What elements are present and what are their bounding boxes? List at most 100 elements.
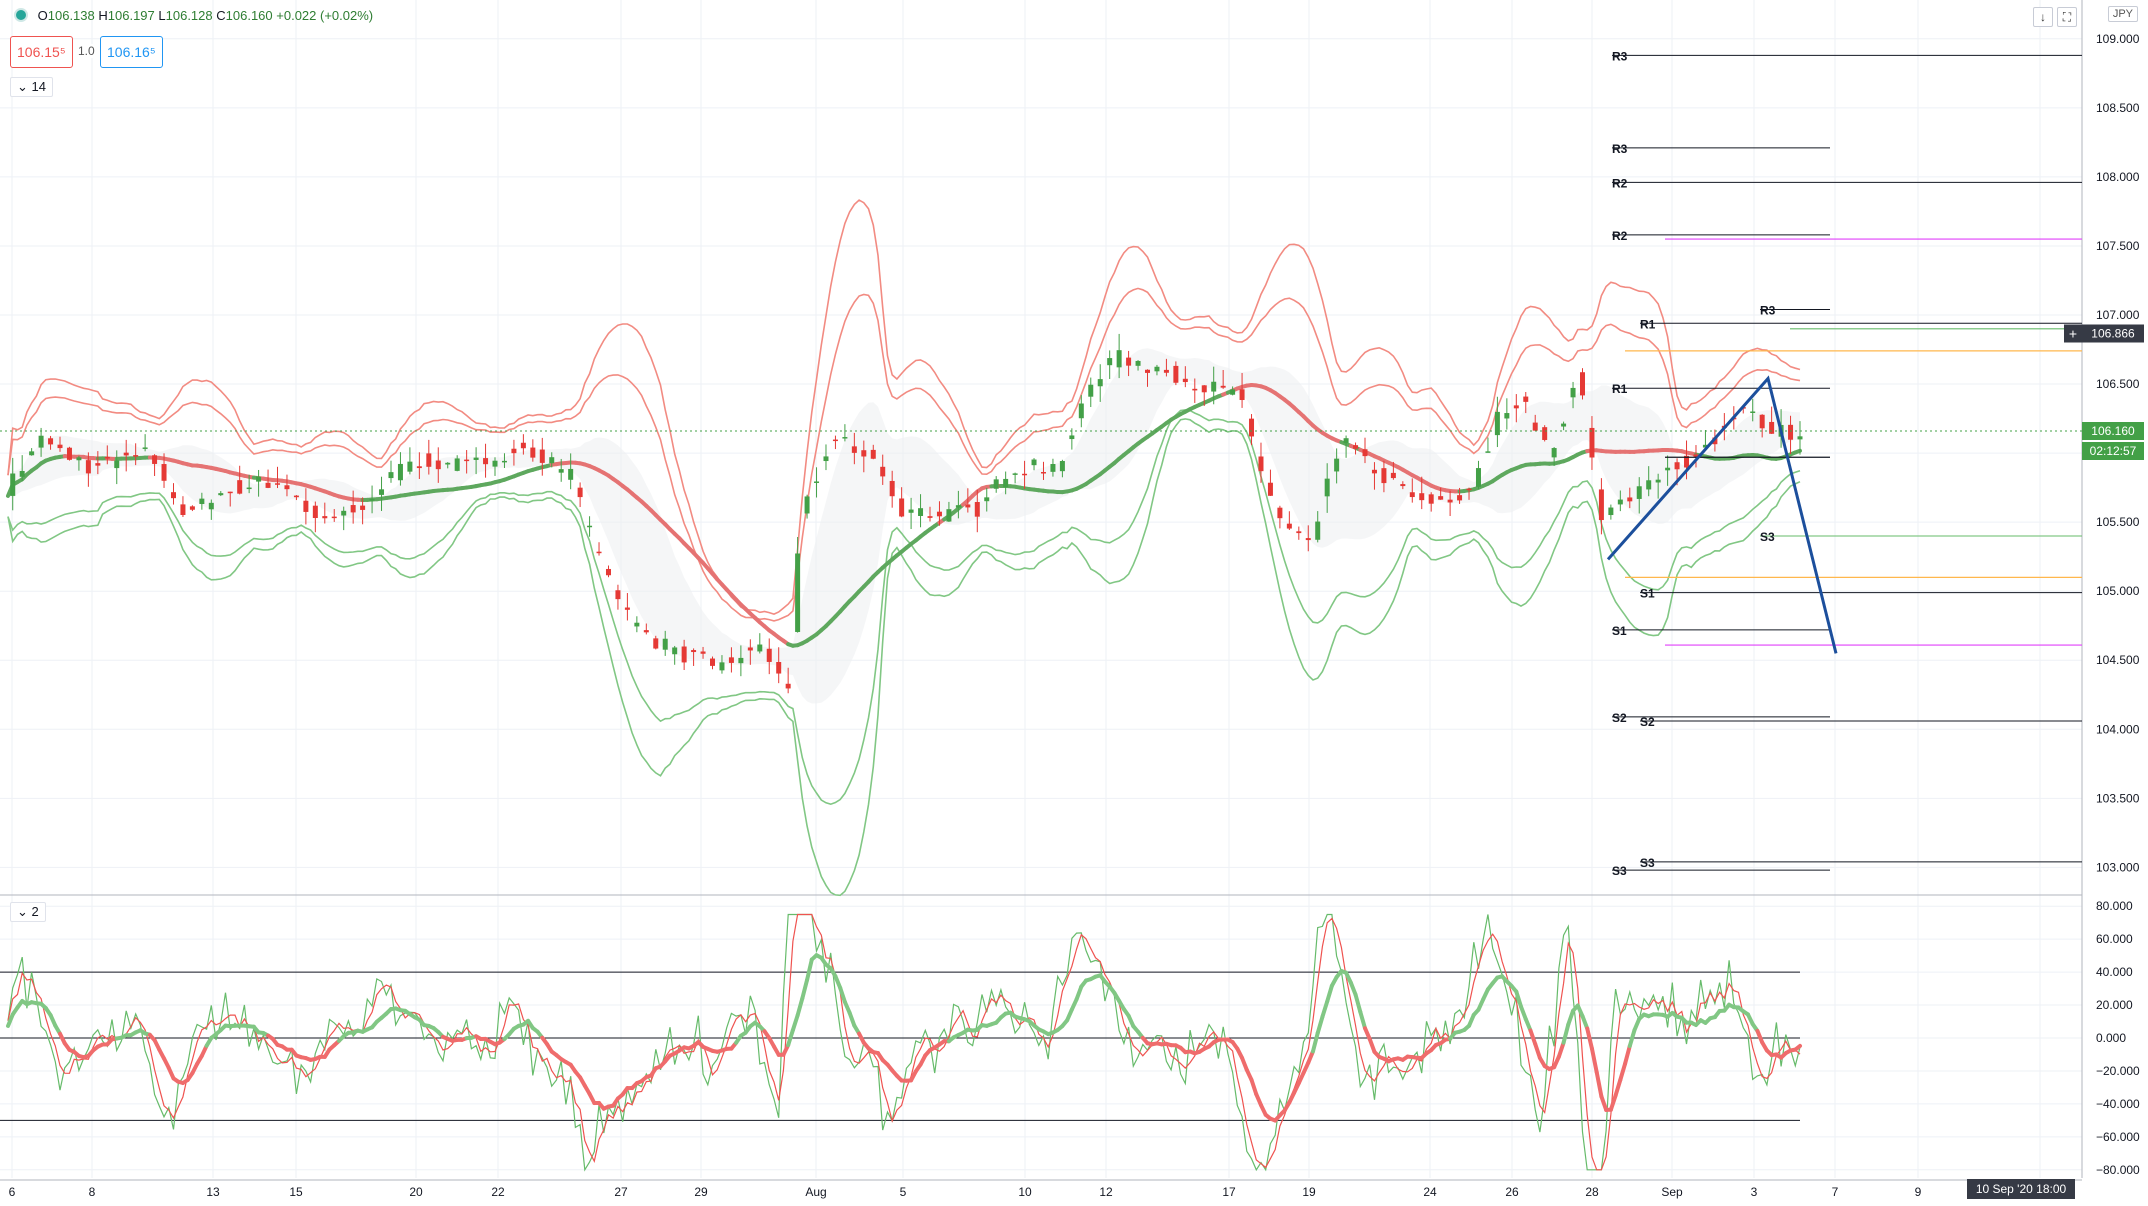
candle-body [1381,468,1387,484]
bollinger-bands [6,199,1802,897]
osc-signal-line [1594,1070,1604,1099]
candle-body [1617,499,1623,505]
arrow-down-icon[interactable]: ↓ [2033,7,2053,27]
osc-tick-label: 0.000 [2096,1031,2126,1045]
candle-body [1636,486,1642,499]
pivot-label: S1 [1612,624,1627,638]
candle-body [416,466,422,469]
osc-signal-line [1585,1026,1594,1051]
osc-signal-line [1533,1041,1542,1060]
pivot-label: S3 [1612,864,1627,878]
candle-body [341,510,347,516]
osc-signal-line [1599,1094,1609,1112]
osc-signal-line [1353,992,1363,1014]
candle-body [189,506,195,510]
candle-body [397,463,403,481]
candle-body [511,448,517,454]
osc-signal-line [1528,1028,1538,1046]
price-tick-label: 103.500 [2096,791,2140,805]
candle-body [1390,472,1396,479]
candle-body [142,447,148,449]
candle-body [379,489,385,495]
osc-tick-label: −60.000 [2096,1130,2140,1144]
price-tick-label: 108.000 [2096,170,2140,184]
low-label: L [158,8,166,23]
candle-body [662,638,668,650]
main-indicator-toggle[interactable]: ⌄ 14 [10,77,53,97]
buy-button[interactable]: 106.16⁵ [100,36,163,68]
candle-body [501,460,507,463]
crosshair-price-tag-bg [2082,324,2144,343]
candle-body [1598,489,1604,521]
candle-body [757,644,763,652]
upper-band-line [7,199,1801,615]
candle-body [851,446,857,453]
candle-body [360,505,366,510]
candle-body [369,499,375,501]
osc-signal-line [1580,1014,1590,1031]
moving-average-line [1793,448,1802,455]
candle-body [974,502,980,517]
candle-body [322,516,328,519]
price-tick-label: 104.000 [2096,722,2140,736]
price-tick-label: 104.500 [2096,653,2140,667]
time-tick-label: 20 [409,1185,423,1199]
candle-body [785,683,791,689]
pivot-label: S1 [1640,587,1655,601]
candle-body [1788,424,1794,440]
osc-signal-line [833,974,843,990]
candle-body [1192,388,1198,391]
candle-body [1504,413,1510,419]
pivot-label: S2 [1612,711,1627,725]
pivot-label: S3 [1640,856,1655,870]
upper-band-line [7,287,1801,622]
osc-signal-line [1618,1061,1628,1082]
candle-body [558,469,564,473]
candle-body [1059,461,1065,472]
osc-tick-label: 40.000 [2096,965,2133,979]
candle-body [1523,396,1529,402]
candle-body [728,657,734,663]
osc-signal-line [1348,980,1358,997]
candle-body [312,505,318,519]
candle-body [303,500,309,512]
last-price-tag: 106.160 [2091,424,2135,438]
candle-body [1485,451,1491,453]
candle-body [407,461,413,472]
high-label: H [98,8,108,23]
fullscreen-icon[interactable]: ⛶ [2057,7,2077,27]
close-value: 106.160 [225,8,273,23]
osc-signal-line [1074,984,1084,1002]
time-tick-label: 22 [491,1185,505,1199]
candle-body [795,553,801,632]
chevron-down-icon: ⌄ [17,904,28,919]
open-label: O [37,8,48,23]
osc-signal-line [6,1012,15,1028]
candle-body [483,458,489,465]
candle-body [1428,494,1434,504]
candle-body [605,568,611,576]
candle-body [38,435,44,448]
candle-body [1050,464,1056,472]
time-tick-label: 10 [1018,1185,1032,1199]
osc-indicator-toggle[interactable]: ⌄ 2 [10,902,46,922]
candle-body [1759,414,1765,429]
candle-body [10,473,16,496]
osc-tick-label: −40.000 [2096,1097,2140,1111]
candle-body [1277,507,1283,519]
osc-signal-line [1627,1027,1637,1049]
time-tick-label: Aug [805,1185,826,1199]
candle-body [1797,436,1803,440]
candle-body [199,498,205,504]
currency-label[interactable]: JPY [2107,6,2138,22]
candle-body [681,646,687,663]
candle-body [170,492,176,499]
osc-indicator-label: 2 [31,904,39,919]
candle-body [691,650,697,653]
candle-body [1126,357,1132,366]
candle-body [776,661,782,674]
sell-button[interactable]: 106.15⁵ [10,36,73,68]
pivot-label: R1 [1640,317,1656,331]
candle-body [539,449,545,463]
